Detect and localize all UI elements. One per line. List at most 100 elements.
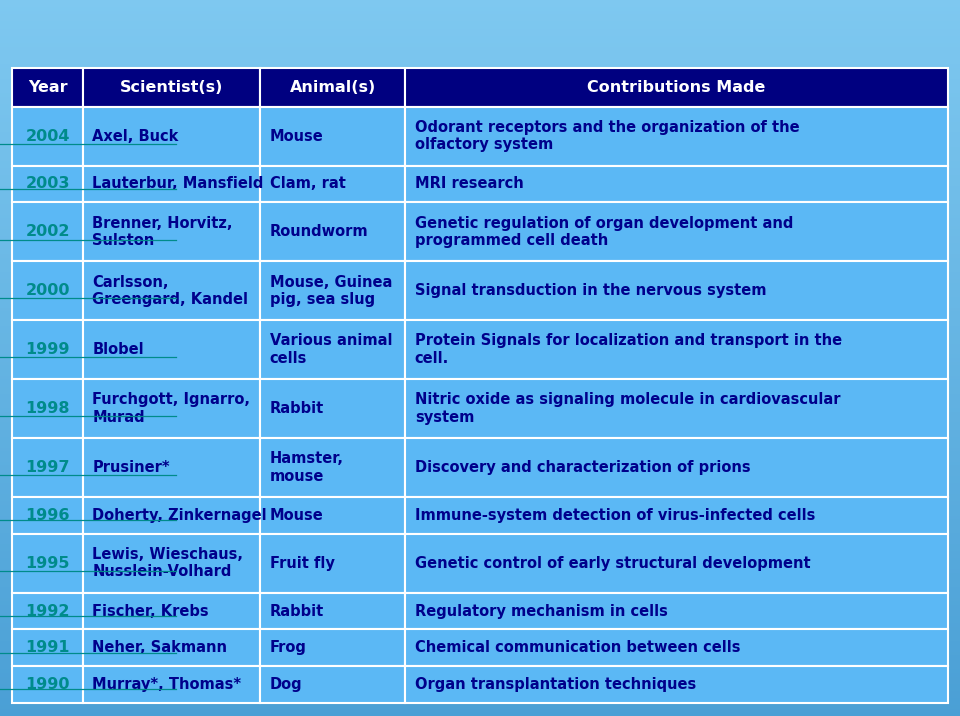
Bar [0, 483, 960, 487]
Bar [405, 320, 948, 379]
Bar [0, 240, 960, 243]
Bar [83, 320, 260, 379]
Bar [12, 438, 83, 497]
Bar [0, 440, 960, 444]
Bar [0, 573, 960, 576]
Bar [0, 172, 960, 175]
Bar [0, 86, 960, 90]
Bar [0, 383, 960, 387]
Bar [260, 629, 405, 667]
Bar [0, 39, 960, 43]
Bar [0, 612, 960, 616]
Bar [0, 0, 960, 4]
Bar [405, 379, 948, 438]
Bar [0, 283, 960, 286]
Bar [0, 261, 960, 265]
Bar [0, 372, 960, 376]
Bar [0, 218, 960, 222]
Bar [0, 197, 960, 200]
Text: Murray*, Thomas*: Murray*, Thomas* [92, 677, 241, 692]
Bar [0, 279, 960, 283]
Bar [0, 347, 960, 351]
Bar [0, 208, 960, 211]
Bar [0, 97, 960, 100]
Text: Fruit fly: Fruit fly [270, 556, 335, 571]
Bar [0, 7, 960, 11]
Bar [0, 397, 960, 401]
Bar [0, 648, 960, 652]
Bar [0, 512, 960, 516]
Text: Animal(s): Animal(s) [290, 80, 376, 95]
Bar [260, 261, 405, 320]
Bar [0, 666, 960, 669]
Bar [0, 634, 960, 637]
Text: Clam, rat: Clam, rat [270, 176, 346, 191]
Bar [0, 190, 960, 193]
Bar [0, 322, 960, 326]
Bar [0, 594, 960, 598]
Text: Hamster,
mouse: Hamster, mouse [270, 451, 344, 484]
Bar [0, 136, 960, 140]
Text: Brenner, Horvitz,
Sulston: Brenner, Horvitz, Sulston [92, 216, 232, 248]
Bar [0, 605, 960, 609]
Bar [260, 438, 405, 497]
Bar [405, 667, 948, 703]
Bar [0, 329, 960, 333]
Bar [0, 183, 960, 186]
Bar [0, 698, 960, 702]
Text: 1999: 1999 [25, 342, 70, 357]
Bar [260, 320, 405, 379]
Bar [0, 523, 960, 526]
Bar [405, 497, 948, 533]
Bar [0, 186, 960, 190]
Text: 1992: 1992 [25, 604, 70, 619]
Text: Lauterbur, Mansfield: Lauterbur, Mansfield [92, 176, 264, 191]
Text: Year: Year [28, 80, 67, 95]
Bar [0, 455, 960, 458]
Bar [0, 601, 960, 605]
Bar [0, 637, 960, 641]
Bar [0, 90, 960, 93]
Bar [0, 587, 960, 591]
Bar [12, 68, 83, 107]
Text: Dog: Dog [270, 677, 302, 692]
Text: 2004: 2004 [25, 129, 70, 144]
Bar [405, 593, 948, 629]
Bar [0, 122, 960, 125]
Bar [0, 143, 960, 147]
Bar [0, 537, 960, 541]
Bar [0, 422, 960, 426]
Bar [83, 165, 260, 203]
Bar [0, 107, 960, 111]
Bar [0, 311, 960, 315]
Bar [260, 203, 405, 261]
Bar [12, 261, 83, 320]
Bar [0, 419, 960, 422]
Bar [0, 476, 960, 480]
Bar [0, 154, 960, 158]
Bar [0, 508, 960, 512]
Bar [0, 358, 960, 362]
Bar [0, 18, 960, 21]
Bar [0, 222, 960, 226]
Bar [12, 497, 83, 533]
Bar [0, 673, 960, 677]
Text: 1995: 1995 [25, 556, 70, 571]
Bar [0, 598, 960, 601]
Bar [0, 591, 960, 594]
Bar [0, 369, 960, 372]
Bar [0, 641, 960, 644]
Bar [12, 203, 83, 261]
Text: 2000: 2000 [25, 284, 70, 299]
Bar [0, 630, 960, 634]
Bar [0, 458, 960, 462]
Bar [0, 526, 960, 530]
Bar [83, 203, 260, 261]
Bar [0, 14, 960, 18]
Bar [0, 562, 960, 566]
Bar [0, 229, 960, 233]
Bar [0, 408, 960, 412]
Text: Fischer, Krebs: Fischer, Krebs [92, 604, 209, 619]
Bar [0, 297, 960, 301]
Bar [0, 626, 960, 630]
